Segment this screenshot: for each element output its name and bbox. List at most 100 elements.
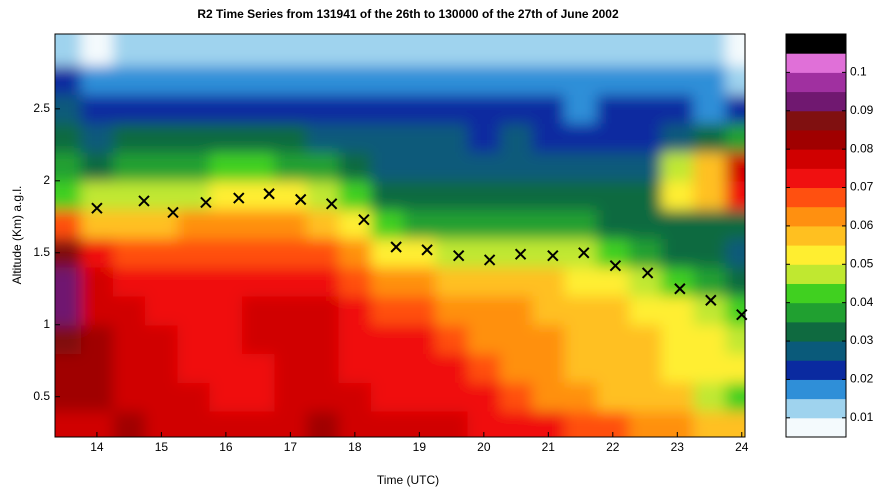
heatmap-cell: [403, 65, 436, 95]
marker-x: [514, 248, 527, 260]
heatmap-cell: [80, 209, 114, 239]
heatmap-cell: [693, 411, 727, 437]
heatmap-cell: [435, 382, 469, 412]
heatmap-cell: [596, 123, 630, 153]
heatmap-cell: [532, 209, 565, 239]
heatmap-cell: [113, 34, 146, 67]
heatmap-cell: [306, 34, 340, 67]
heatmap-cell: [661, 123, 694, 153]
heatmap-cell: [338, 267, 372, 297]
heatmap-cell: [209, 152, 243, 182]
heatmap-cell: [403, 34, 436, 67]
heatmap-cell: [628, 353, 662, 383]
heatmap-cell: [693, 65, 727, 95]
heatmap-cell: [499, 152, 533, 182]
plot-frame: [54, 33, 746, 438]
heatmap-cell: [628, 324, 662, 355]
heatmap-cell: [113, 411, 146, 437]
marker-x: [294, 193, 307, 206]
heatmap-cell: [532, 65, 565, 95]
heatmap-cell: [274, 267, 307, 297]
marker-x: [483, 254, 496, 266]
heatmap-cell: [145, 353, 179, 383]
colorbar-swatch: [786, 225, 846, 246]
heatmap-cell: [661, 152, 694, 182]
y-tick-label: 2: [43, 173, 50, 187]
heatmap-cell: [596, 324, 630, 355]
heatmap-cell: [177, 123, 211, 153]
y-tick-label: 1: [43, 317, 50, 331]
heatmap-cell: [274, 209, 307, 239]
heatmap-cell: [725, 34, 745, 67]
heatmap-cell: [306, 123, 340, 153]
heatmap-cell: [435, 180, 469, 211]
heatmap-cell: [370, 411, 404, 437]
heatmap-cell: [113, 65, 146, 95]
heatmap-cell: [177, 152, 211, 182]
x-tick-label: 18: [348, 440, 362, 454]
heatmap-cell: [242, 180, 275, 211]
heatmap-cell: [596, 65, 630, 95]
heatmap-cell: [338, 65, 372, 95]
heatmap-cell: [693, 123, 727, 153]
x-tick-label: 22: [606, 440, 620, 454]
heatmap-cell: [242, 295, 275, 326]
heatmap-cell: [499, 65, 533, 95]
heatmap-cell: [435, 123, 469, 153]
colorbar-swatch: [786, 129, 846, 150]
heatmap-cell: [499, 123, 533, 153]
heatmap-cell: [55, 65, 82, 95]
heatmap-cell: [338, 123, 372, 153]
heatmap-cell: [145, 152, 179, 182]
colorbar-swatch: [786, 72, 846, 93]
heatmap-cell: [55, 123, 82, 153]
heatmap-cell: [564, 353, 598, 383]
heatmap-cell: [209, 65, 243, 95]
heatmap-cell: [338, 209, 372, 239]
colorbar-tick-label: 0.01: [850, 410, 874, 424]
heatmap-cell: [274, 65, 307, 95]
heatmap-cell: [532, 295, 565, 326]
marker-x: [705, 294, 717, 306]
heatmap-cell: [532, 353, 565, 383]
heatmap-cell: [564, 34, 598, 67]
chart-title: R2 Time Series from 131941 of the 26th t…: [197, 7, 619, 21]
heatmap-cell: [467, 238, 501, 268]
colorbar-tick-label: 0.1: [850, 65, 867, 79]
heatmap-cell: [628, 65, 662, 95]
heatmap-cell: [209, 123, 243, 153]
colorbar-swatch: [786, 34, 846, 54]
heatmap-cell: [338, 94, 372, 124]
marker-x: [452, 249, 465, 262]
heatmap-cell: [242, 324, 275, 355]
marker-x: [674, 283, 686, 295]
heatmap-cell: [242, 267, 275, 297]
heatmap-cell: [564, 123, 598, 153]
heatmap-cell: [564, 94, 598, 124]
colorbar-swatch: [786, 91, 846, 112]
marker-x: [390, 241, 402, 253]
heatmap-cell: [628, 152, 662, 182]
heatmap-cell: [274, 180, 307, 211]
heatmap-cell: [725, 238, 745, 268]
heatmap-cell: [80, 267, 114, 297]
heatmap-cell: [306, 295, 340, 326]
heatmap-cell: [693, 324, 727, 355]
heatmap-cell: [370, 94, 404, 124]
heatmap-cell: [532, 267, 565, 297]
y-tick-label: 2.5: [33, 101, 50, 115]
marker-x: [91, 202, 103, 214]
heatmap-cell: [209, 94, 243, 124]
heatmap-cell: [242, 209, 275, 239]
heatmap-cell: [596, 94, 630, 124]
heatmap-cell: [628, 267, 662, 297]
heatmap-cell: [113, 209, 146, 239]
heatmap-cell: [242, 94, 275, 124]
heatmap-cell: [564, 180, 598, 211]
heatmap-cell: [209, 180, 243, 211]
heatmap-cell: [80, 382, 114, 412]
heatmap-cell: [370, 324, 404, 355]
marker-x: [421, 244, 433, 256]
